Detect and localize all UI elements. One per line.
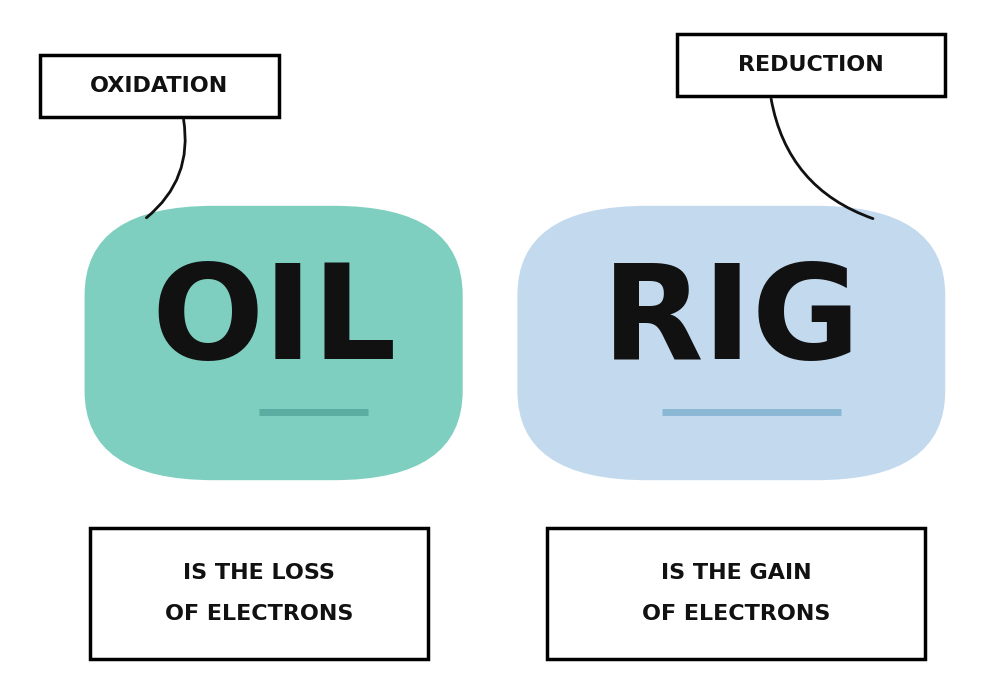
FancyBboxPatch shape xyxy=(676,34,944,96)
Text: IS THE GAIN: IS THE GAIN xyxy=(660,563,811,583)
FancyBboxPatch shape xyxy=(89,528,427,659)
Text: OXIDATION: OXIDATION xyxy=(90,75,228,96)
FancyBboxPatch shape xyxy=(40,55,278,117)
FancyBboxPatch shape xyxy=(547,528,924,659)
Text: IS THE LOSS: IS THE LOSS xyxy=(183,563,334,583)
Text: OF ELECTRONS: OF ELECTRONS xyxy=(641,604,830,624)
Text: OIL: OIL xyxy=(151,259,396,386)
Text: OF ELECTRONS: OF ELECTRONS xyxy=(164,604,353,624)
FancyBboxPatch shape xyxy=(517,206,944,480)
Text: RIG: RIG xyxy=(601,259,860,386)
Text: REDUCTION: REDUCTION xyxy=(738,55,883,75)
FancyBboxPatch shape xyxy=(84,206,462,480)
